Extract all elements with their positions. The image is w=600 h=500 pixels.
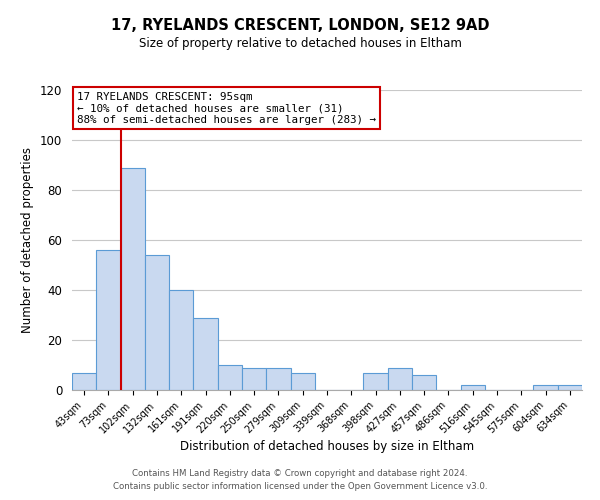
Bar: [193, 318, 218, 390]
Text: Contains public sector information licensed under the Open Government Licence v3: Contains public sector information licen…: [113, 482, 487, 491]
Bar: [72, 372, 96, 390]
Bar: [266, 368, 290, 390]
Bar: [290, 372, 315, 390]
Bar: [145, 255, 169, 390]
Bar: [96, 250, 121, 390]
Text: Size of property relative to detached houses in Eltham: Size of property relative to detached ho…: [139, 38, 461, 51]
Bar: [461, 385, 485, 390]
Bar: [412, 375, 436, 390]
Text: 17 RYELANDS CRESCENT: 95sqm
← 10% of detached houses are smaller (31)
88% of sem: 17 RYELANDS CRESCENT: 95sqm ← 10% of det…: [77, 92, 376, 124]
Bar: [533, 385, 558, 390]
Bar: [169, 290, 193, 390]
Text: Contains HM Land Registry data © Crown copyright and database right 2024.: Contains HM Land Registry data © Crown c…: [132, 468, 468, 477]
Bar: [558, 385, 582, 390]
X-axis label: Distribution of detached houses by size in Eltham: Distribution of detached houses by size …: [180, 440, 474, 454]
Bar: [364, 372, 388, 390]
Bar: [218, 365, 242, 390]
Bar: [121, 168, 145, 390]
Bar: [242, 368, 266, 390]
Y-axis label: Number of detached properties: Number of detached properties: [22, 147, 34, 333]
Text: 17, RYELANDS CRESCENT, LONDON, SE12 9AD: 17, RYELANDS CRESCENT, LONDON, SE12 9AD: [111, 18, 489, 32]
Bar: [388, 368, 412, 390]
